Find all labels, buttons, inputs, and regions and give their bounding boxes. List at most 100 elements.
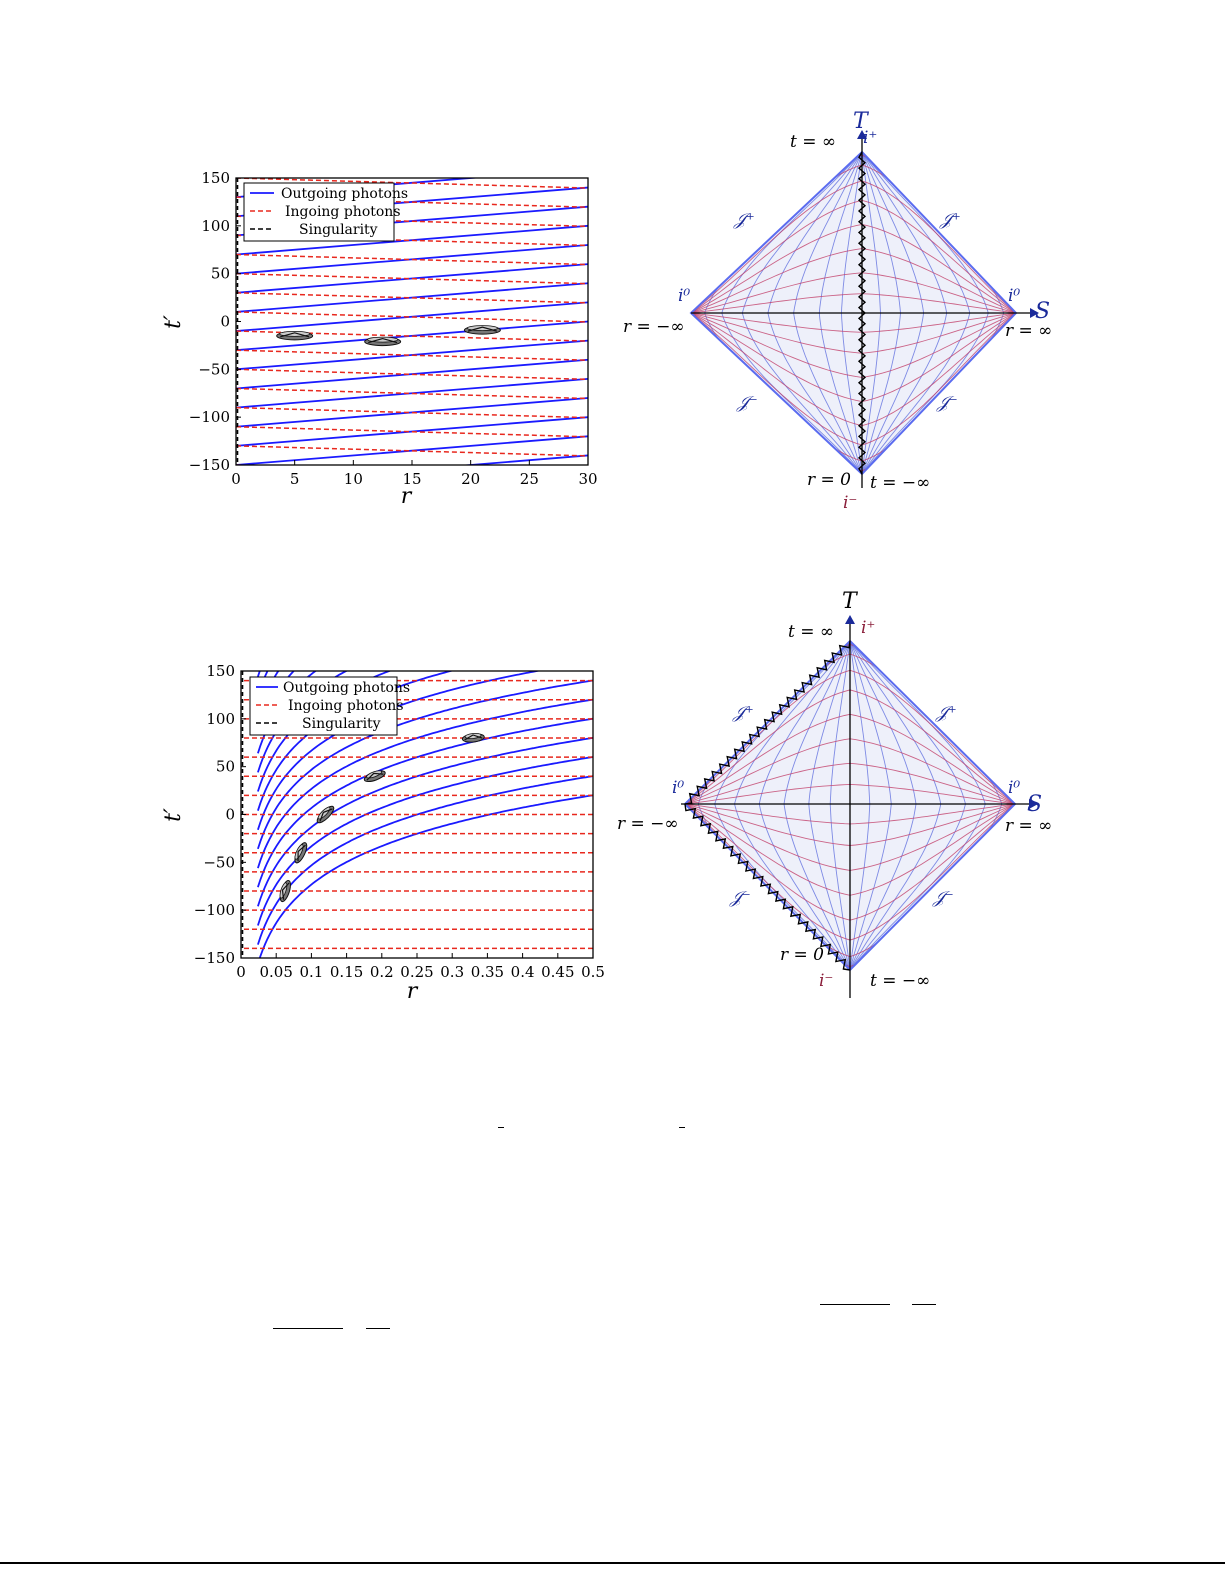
outgoing-photon-line-20 xyxy=(236,178,248,179)
y-tick-label-6: −150 xyxy=(194,949,235,967)
x-tick-label-2: 0.1 xyxy=(299,963,323,981)
ingoing-photon-line-9 xyxy=(236,292,588,304)
page-bottom-rule xyxy=(0,1562,1225,1564)
outgoing-photon-curve-5 xyxy=(257,698,593,869)
ingoing-photon-line-16 xyxy=(236,160,588,169)
label-scri-minus-right: 𝒥⁻ xyxy=(936,393,958,413)
axis-label-t: T xyxy=(842,589,859,614)
light-cone-1 xyxy=(364,336,402,347)
outgoing-photon-curve-0 xyxy=(258,794,593,958)
ingoing-photon-line-5 xyxy=(236,368,588,381)
light-cone-0 xyxy=(276,330,314,341)
outgoing-photon-curve-2 xyxy=(257,756,593,926)
label-t-minus-inf: t = −∞ xyxy=(870,473,930,493)
bottom-penrose-diagram: T S t = ∞ i⁺ 𝒥⁺ 𝒥⁺ i⁰ i⁰ r = −∞ r = ∞ 𝒥⁻… xyxy=(617,589,1052,998)
outgoing-photon-curve-16 xyxy=(258,655,593,658)
light-cone-0 xyxy=(461,732,485,743)
legend-entry-singularity: Singularity xyxy=(302,716,381,732)
x-tick-label-1: 5 xyxy=(290,470,300,488)
label-scri-plus-left: 𝒥⁺ xyxy=(732,703,754,723)
light-cone-3 xyxy=(294,842,308,864)
label-r-inf: r = ∞ xyxy=(1005,321,1052,341)
y-tick-label-1: 100 xyxy=(201,217,230,235)
outgoing-photon-curve-6 xyxy=(257,679,593,850)
label-i-minus: i⁻ xyxy=(843,493,857,513)
outgoing-photon-curve-4 xyxy=(257,717,593,888)
y-tick-label-4: −50 xyxy=(198,360,230,378)
x-tick-label-4: 0.2 xyxy=(370,963,394,981)
legend-entry-singularity: Singularity xyxy=(299,222,378,238)
x-tick-label-5: 0.25 xyxy=(400,963,433,981)
y-axis-label: t′ xyxy=(161,315,186,329)
x-axis-label: r xyxy=(407,979,419,1004)
y-tick-label-2: 50 xyxy=(216,758,235,776)
light-cone-1 xyxy=(363,770,386,783)
y-tick-label-3: 0 xyxy=(220,313,230,331)
light-cone-2 xyxy=(316,805,335,824)
x-tick-label-10: 0.5 xyxy=(581,963,605,981)
x-tick-label-6: 30 xyxy=(578,470,597,488)
top-photon-chart: 0 5 10 15 20 25 30 150 100 50 0 −50 −100 −150 Outgoin… xyxy=(161,160,598,515)
outgoing-photon-curve-7 xyxy=(257,671,542,831)
ingoing-photon-line-6 xyxy=(236,349,588,361)
x-tick-label-2: 10 xyxy=(344,470,363,488)
label-scri-minus-left: 𝒥⁻ xyxy=(729,888,751,908)
light-cone-2 xyxy=(463,325,501,335)
text-fragment xyxy=(498,1127,504,1128)
label-i0-right: i⁰ xyxy=(1008,778,1020,798)
ingoing-photon-line-11 xyxy=(236,253,588,266)
text-fragment xyxy=(679,1127,685,1128)
label-r-inf: r = ∞ xyxy=(1005,816,1052,836)
x-tick-label-1: 0.05 xyxy=(259,963,292,981)
singularity-zigzag-lower xyxy=(684,803,851,971)
label-i-plus: i⁺ xyxy=(861,618,875,638)
outgoing-photon-line-1 xyxy=(236,513,588,515)
singularity-zigzag-upper xyxy=(684,640,851,805)
outgoing-photon-curve-1 xyxy=(257,775,593,945)
x-tick-label-9: 0.45 xyxy=(541,963,574,981)
t-axis-arrow xyxy=(845,615,855,624)
axis-label-s: S xyxy=(1035,299,1050,324)
label-r-minus-inf: r = −∞ xyxy=(623,317,685,337)
y-tick-label-4: −50 xyxy=(203,853,235,871)
y-tick-label-1: 100 xyxy=(206,710,235,728)
label-scri-minus-right: 𝒥⁻ xyxy=(932,888,954,908)
s-axis-arrow xyxy=(1030,308,1039,318)
label-scri-plus-right: 𝒥⁺ xyxy=(935,703,957,723)
y-tick-label-3: 0 xyxy=(225,806,235,824)
legend-entry-ingoing: Ingoing photons xyxy=(288,698,404,714)
axis-label-t: T xyxy=(853,109,870,134)
y-axis-label: t′ xyxy=(161,808,186,822)
label-r-zero: r = 0 xyxy=(780,945,824,965)
outgoing-photon-line-2 xyxy=(236,494,588,515)
chart-legend: Outgoing photons Ingoing photons Singula… xyxy=(249,676,410,736)
fraction-bar xyxy=(820,1304,890,1305)
legend-entry-outgoing: Outgoing photons xyxy=(281,186,408,202)
x-tick-label-4: 20 xyxy=(461,470,480,488)
ingoing-photon-line-2 xyxy=(236,425,588,438)
axis-label-s: S xyxy=(1027,792,1042,817)
legend-entry-ingoing: Ingoing photons xyxy=(285,204,401,220)
label-r-zero: r = 0 xyxy=(807,470,851,490)
y-tick-label-2: 50 xyxy=(211,265,230,283)
label-i0-right: i⁰ xyxy=(1008,286,1020,306)
label-scri-minus-left: 𝒥⁻ xyxy=(736,393,758,413)
legend-entry-outgoing: Outgoing photons xyxy=(283,680,410,696)
label-t-inf: t = ∞ xyxy=(790,132,836,152)
x-tick-label-0: 0 xyxy=(231,470,241,488)
x-tick-label-3: 15 xyxy=(402,470,421,488)
fraction-bar xyxy=(912,1304,936,1305)
x-tick-label-0: 0 xyxy=(236,963,246,981)
y-tick-label-6: −150 xyxy=(189,456,230,474)
y-tick-label-5: −100 xyxy=(194,901,235,919)
label-scri-plus-left: 𝒥⁺ xyxy=(733,210,755,230)
label-i0-left: i⁰ xyxy=(678,286,690,306)
label-t-minus-inf: t = −∞ xyxy=(870,971,930,991)
outgoing-photon-curve-15 xyxy=(257,671,261,677)
ingoing-photon-line-4 xyxy=(236,387,588,400)
x-tick-label-3: 0.15 xyxy=(330,963,363,981)
label-scri-plus-right: 𝒥⁺ xyxy=(939,210,961,230)
light-cone-4 xyxy=(279,879,291,903)
fraction-bar xyxy=(366,1328,390,1329)
label-i-plus: i⁺ xyxy=(863,128,877,148)
